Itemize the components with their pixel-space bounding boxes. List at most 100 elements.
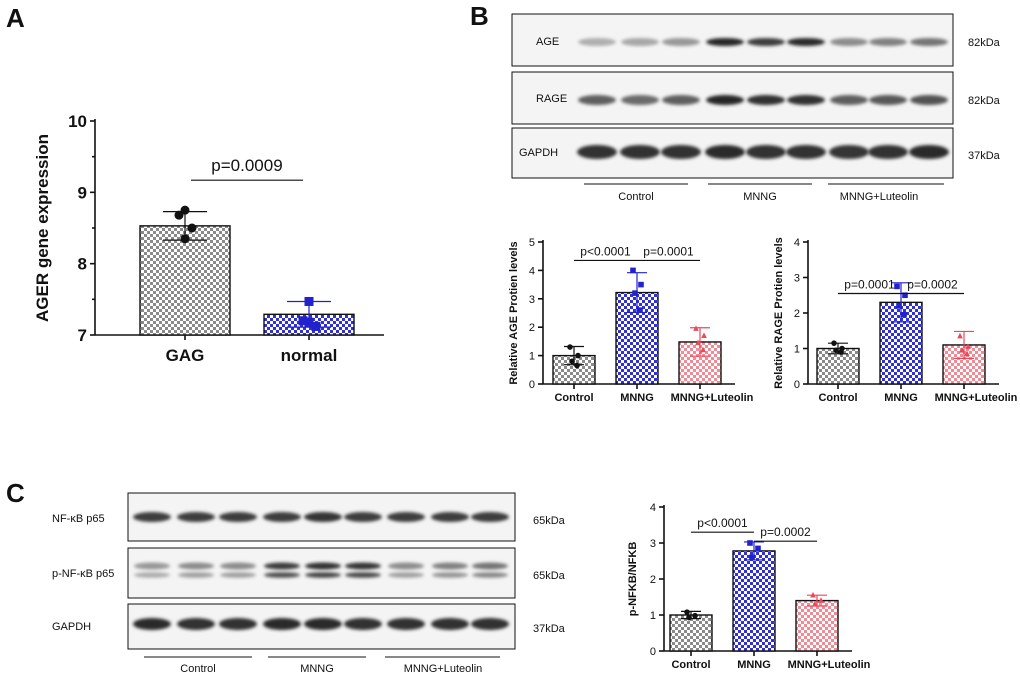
chart-b-age-protein: 0 1 2 3 4 5 Relative AGE Protien levels Control… (508, 237, 754, 404)
blot-c-band (472, 562, 508, 570)
chart-c-bar-control (669, 614, 713, 652)
western-blot-c: NF-κB p65 p-NF-κB p65 GAPDH 65kDa 65kDa … (52, 492, 566, 675)
blot-c-band (388, 572, 424, 578)
blot-c-band (345, 562, 381, 570)
chart-b1-data-point (701, 332, 707, 339)
blot-b-group-mnng: MNNG (743, 191, 777, 203)
chart-b2-data-point (894, 283, 900, 290)
chart-a-ager-expression: 7 8 9 10 AGER gene expression GAG normal p=0.00… (33, 112, 384, 365)
chart-b2-data-point (901, 311, 907, 318)
blot-b-group-control: Control (618, 191, 653, 203)
chart-a-y-label: AGER gene expression (33, 134, 52, 322)
blot-c-band (432, 562, 468, 570)
chart-b1-data-point (574, 362, 580, 369)
blot-b-band (910, 95, 948, 105)
blot-c-band (134, 572, 170, 578)
blot-b-band (910, 38, 948, 46)
chart-b1-ytick-label: 2 (529, 322, 535, 334)
blot-b-band (786, 145, 826, 159)
chart-b2-data-point (838, 349, 844, 355)
blot-b-band (909, 145, 949, 159)
chart-c-bar-mnng-luteolin (795, 599, 839, 652)
chart-a-data-point (174, 210, 184, 220)
blot-c-band (431, 618, 469, 630)
western-blot-b: AGE RAGE GAPDH 82kDa 82kDa 37kDa Control… (511, 13, 1001, 203)
chart-b1-pvalue-label: p<0.0001 (580, 244, 631, 258)
blot-b-band (621, 38, 659, 46)
blot-c-band (471, 512, 509, 522)
chart-c-category-label: MNNG (737, 659, 771, 671)
chart-b2-pvalue-label: p=0.0002 (907, 277, 958, 291)
blot-c-band (305, 562, 341, 570)
chart-c-data-point (755, 545, 761, 552)
chart-b1-category-label: Control (554, 392, 593, 404)
chart-b2-category-label: MNNG (884, 392, 918, 404)
chart-b2-y-label: Relative RAGE Protien levels (773, 237, 785, 389)
chart-b2-category-label: MNNG+Luteolin (935, 392, 1018, 404)
chart-b1-ytick-label: 1 (529, 351, 535, 363)
chart-a-ytick-label: 9 (78, 183, 87, 202)
blot-c-label-pnfkb: p-NF-κB p65 (52, 568, 114, 580)
blot-b-band (830, 38, 868, 46)
blot-b-band (787, 38, 825, 46)
chart-c-category-label: Control (671, 659, 710, 671)
blot-b-band (747, 38, 785, 46)
chart-b1-data-point (632, 290, 638, 296)
blot-b-band (829, 145, 869, 159)
blot-b-label-rage: RAGE (536, 93, 567, 105)
panel-letter-a: A (6, 3, 25, 33)
chart-b2-data-point (964, 350, 970, 357)
blot-c-band (472, 572, 508, 578)
blot-c-group-control: Control (180, 663, 215, 675)
chart-c-data-point (749, 554, 755, 561)
chart-b1-ytick-label: 0 (529, 379, 535, 391)
chart-b1-data-point (693, 325, 699, 331)
blot-b-label-gapdh: GAPDH (519, 147, 558, 159)
chart-a-category-label: normal (281, 346, 338, 365)
blot-b-band (706, 38, 744, 46)
blot-c-band (220, 562, 256, 570)
blot-c-band (177, 512, 215, 522)
chart-c-pvalue-label: p=0.0002 (760, 525, 811, 539)
chart-c-ytick-label: 2 (650, 574, 656, 586)
chart-c-ytick-label: 0 (650, 646, 656, 658)
chart-c-ytick-label: 3 (650, 538, 656, 550)
blot-b-band (577, 145, 617, 159)
blot-c-band (305, 572, 341, 578)
chart-c-y-label: p-NFKB/NFKB (627, 542, 639, 617)
chart-b1-bar-mnng-luteolin (678, 341, 722, 385)
blot-c-band (264, 562, 300, 570)
blot-b-label-age: AGE (536, 36, 559, 48)
chart-b1-ytick-label: 3 (529, 294, 535, 306)
blot-b-band (830, 95, 868, 105)
chart-c-data-point (684, 609, 690, 615)
blot-b-kda-gapdh: 37kDa (968, 150, 1001, 162)
blot-b-band (578, 38, 616, 46)
blot-c-band (263, 512, 301, 522)
chart-c-data-point (692, 612, 698, 619)
chart-b2-ytick-label: 0 (794, 379, 800, 391)
chart-a-data-point (298, 316, 308, 326)
blot-c-band (387, 618, 425, 630)
blot-c-band (345, 572, 381, 578)
chart-a-ytick-label: 10 (68, 112, 87, 131)
blot-b-band (578, 95, 616, 105)
chart-b1-category-label: MNNG+Luteolin (671, 392, 754, 404)
chart-b1-data-point (700, 346, 706, 353)
chart-a-data-point (180, 234, 190, 244)
blot-c-band (388, 562, 424, 570)
blot-c-band (304, 618, 342, 630)
chart-b2-data-point (902, 292, 908, 299)
blot-c-label-nfkb: NF-κB p65 (52, 513, 105, 525)
chart-c-data-point (812, 600, 818, 607)
chart-c-pvalue-label: p<0.0001 (697, 516, 748, 530)
blot-c-band (178, 572, 214, 578)
panel-letter-b: B (470, 1, 489, 31)
blot-b-band (620, 145, 660, 159)
chart-b1-data-point (637, 307, 643, 313)
chart-b1-category-label: MNNG (620, 392, 654, 404)
chart-b1-pvalue-label: p=0.0001 (643, 244, 694, 258)
chart-b2-data-point (831, 340, 837, 346)
chart-b1-data-point (569, 358, 575, 365)
